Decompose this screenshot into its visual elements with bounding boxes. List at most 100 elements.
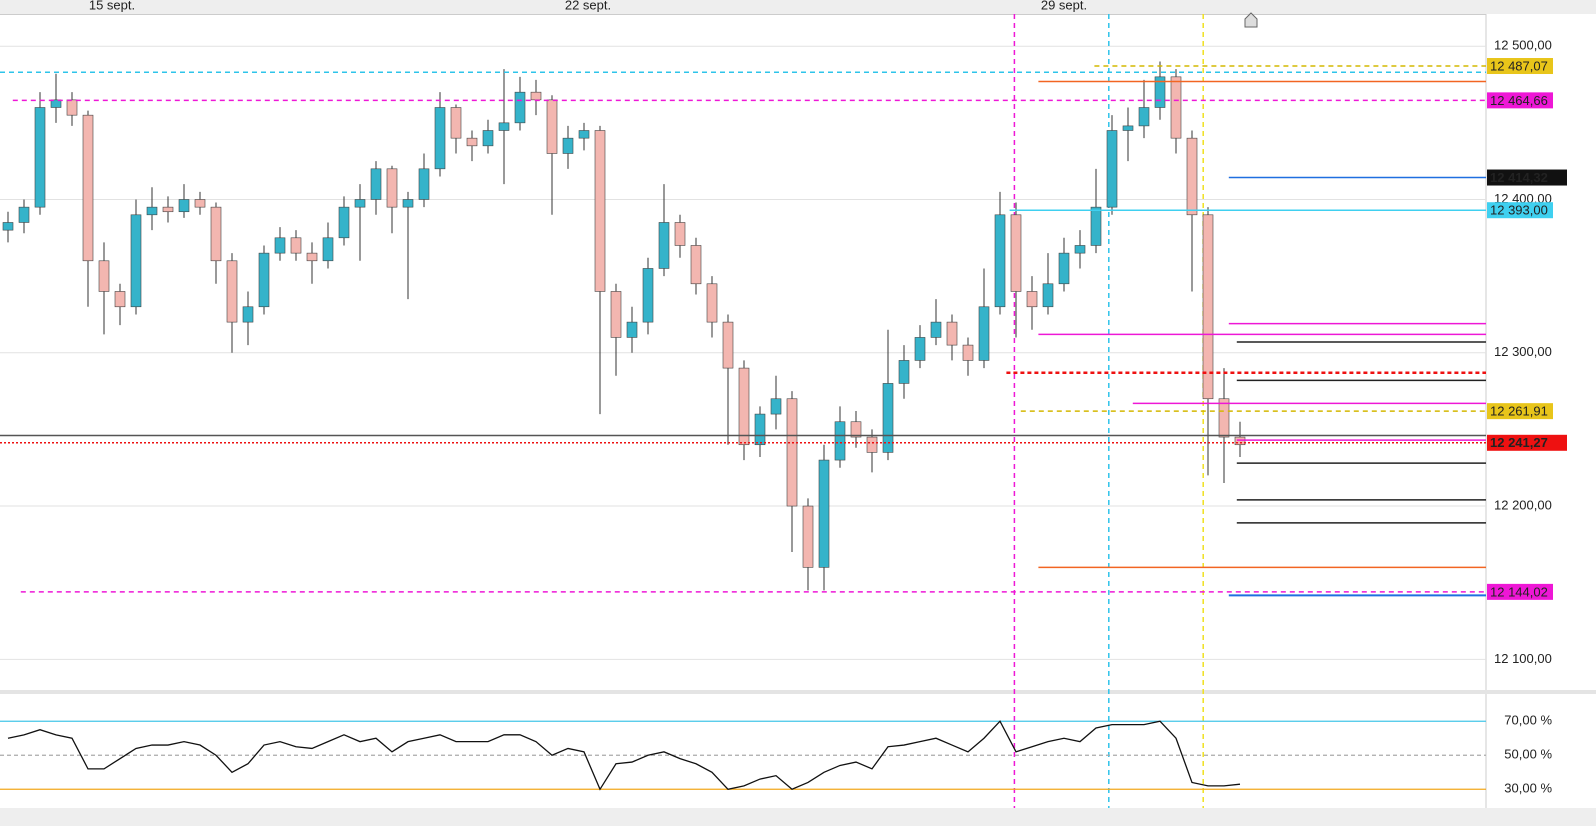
candle-body [146, 206, 158, 216]
date-strip [0, 0, 1596, 14]
price-label-box [1487, 169, 1567, 186]
candle-body [546, 99, 558, 154]
candle-body [1218, 398, 1230, 438]
candle-body [82, 114, 94, 262]
price-label: 12 144,02 [1490, 584, 1548, 599]
candle-body [706, 283, 718, 323]
candle-body [210, 206, 222, 262]
candle-body [1154, 76, 1166, 108]
candle-body [882, 383, 894, 453]
candle-body [482, 130, 494, 147]
candle-body [354, 199, 366, 208]
price-label: 12 464,66 [1490, 93, 1548, 108]
candle-body [1058, 252, 1070, 285]
candle-body [498, 122, 510, 131]
candle-body [834, 421, 846, 461]
candle-body [978, 306, 990, 361]
candle-body [642, 268, 654, 323]
candle-body [658, 222, 670, 269]
price-label-box [1487, 92, 1553, 109]
candle-body [690, 245, 702, 285]
candle-body [850, 421, 862, 438]
candle-body [994, 214, 1006, 308]
candle-body [162, 206, 174, 213]
candle-body [306, 252, 318, 262]
candle-body [370, 168, 382, 200]
price-label: 12 487,07 [1490, 58, 1548, 73]
candle-body [962, 344, 974, 361]
candle-body [738, 367, 750, 446]
candle-body [402, 199, 414, 208]
candle-body [946, 321, 958, 346]
candle-body [898, 360, 910, 384]
candle-body [1186, 137, 1198, 216]
candle-body [914, 337, 926, 361]
candle-body [130, 214, 142, 308]
price-label-box [1487, 202, 1553, 219]
candle-body [818, 459, 830, 568]
candle-body [802, 505, 814, 568]
y-tick-label: 12 500,00 [1494, 38, 1552, 53]
candle-body [466, 137, 478, 147]
x-tick-label: 15 sept. [89, 0, 135, 12]
candle-body [194, 199, 206, 208]
oscillator-line [7, 720, 1241, 791]
candle-body [1202, 214, 1214, 400]
price-label: 12 414,32 [1490, 170, 1548, 185]
candle-body [626, 321, 638, 338]
candle-body [1106, 130, 1118, 208]
candle-body [1042, 283, 1054, 308]
candle-body [578, 130, 590, 139]
candle-body [258, 252, 270, 308]
candle-body [98, 260, 110, 292]
x-tick-label: 29 sept. [1041, 0, 1087, 12]
candle-body [562, 137, 574, 154]
candle-body [338, 206, 350, 239]
candle-body [530, 91, 542, 101]
candle-body [610, 291, 622, 338]
y-tick-label: 50,00 % [1504, 747, 1552, 762]
price-label-box [1487, 58, 1553, 75]
candle-body [1074, 245, 1086, 254]
candle-body [1010, 214, 1022, 292]
price-label-box [1487, 434, 1567, 451]
price-label-box [1487, 403, 1553, 420]
candle-body [594, 130, 606, 292]
candle-body [674, 222, 686, 246]
candle-body [754, 413, 766, 446]
candle-body [866, 436, 878, 453]
candle-body [322, 237, 334, 262]
candle-body [1026, 291, 1038, 308]
y-tick-label: 12 400,00 [1494, 191, 1552, 206]
candle-body [1138, 107, 1150, 127]
candle-body [1090, 206, 1102, 246]
home-icon [1244, 12, 1258, 28]
candle-body [34, 107, 46, 208]
candle-body [274, 237, 286, 254]
candle-body [450, 107, 462, 139]
price-label: 12 393,00 [1490, 203, 1548, 218]
price-label: 12 261,91 [1490, 404, 1548, 419]
candle-body [114, 291, 126, 308]
x-tick-label: 22 sept. [565, 0, 611, 12]
candle-body [1234, 436, 1246, 446]
price-label-box [1487, 583, 1553, 600]
candle-body [1122, 125, 1134, 131]
candle-body [18, 206, 30, 223]
pane-separator [0, 690, 1596, 694]
y-tick-label: 30,00 % [1504, 781, 1552, 796]
candle-body [226, 260, 238, 323]
bottom-strip [0, 808, 1596, 826]
candle-body [386, 168, 398, 208]
y-tick-label: 12 300,00 [1494, 344, 1552, 359]
candle-body [242, 306, 254, 323]
price-label: 12 241,27 [1490, 435, 1548, 450]
candle-body [514, 91, 526, 124]
candle-body [50, 99, 62, 108]
candle-body [66, 99, 78, 116]
candle-body [290, 237, 302, 254]
candle-body [178, 199, 190, 213]
y-tick-label: 12 100,00 [1494, 651, 1552, 666]
